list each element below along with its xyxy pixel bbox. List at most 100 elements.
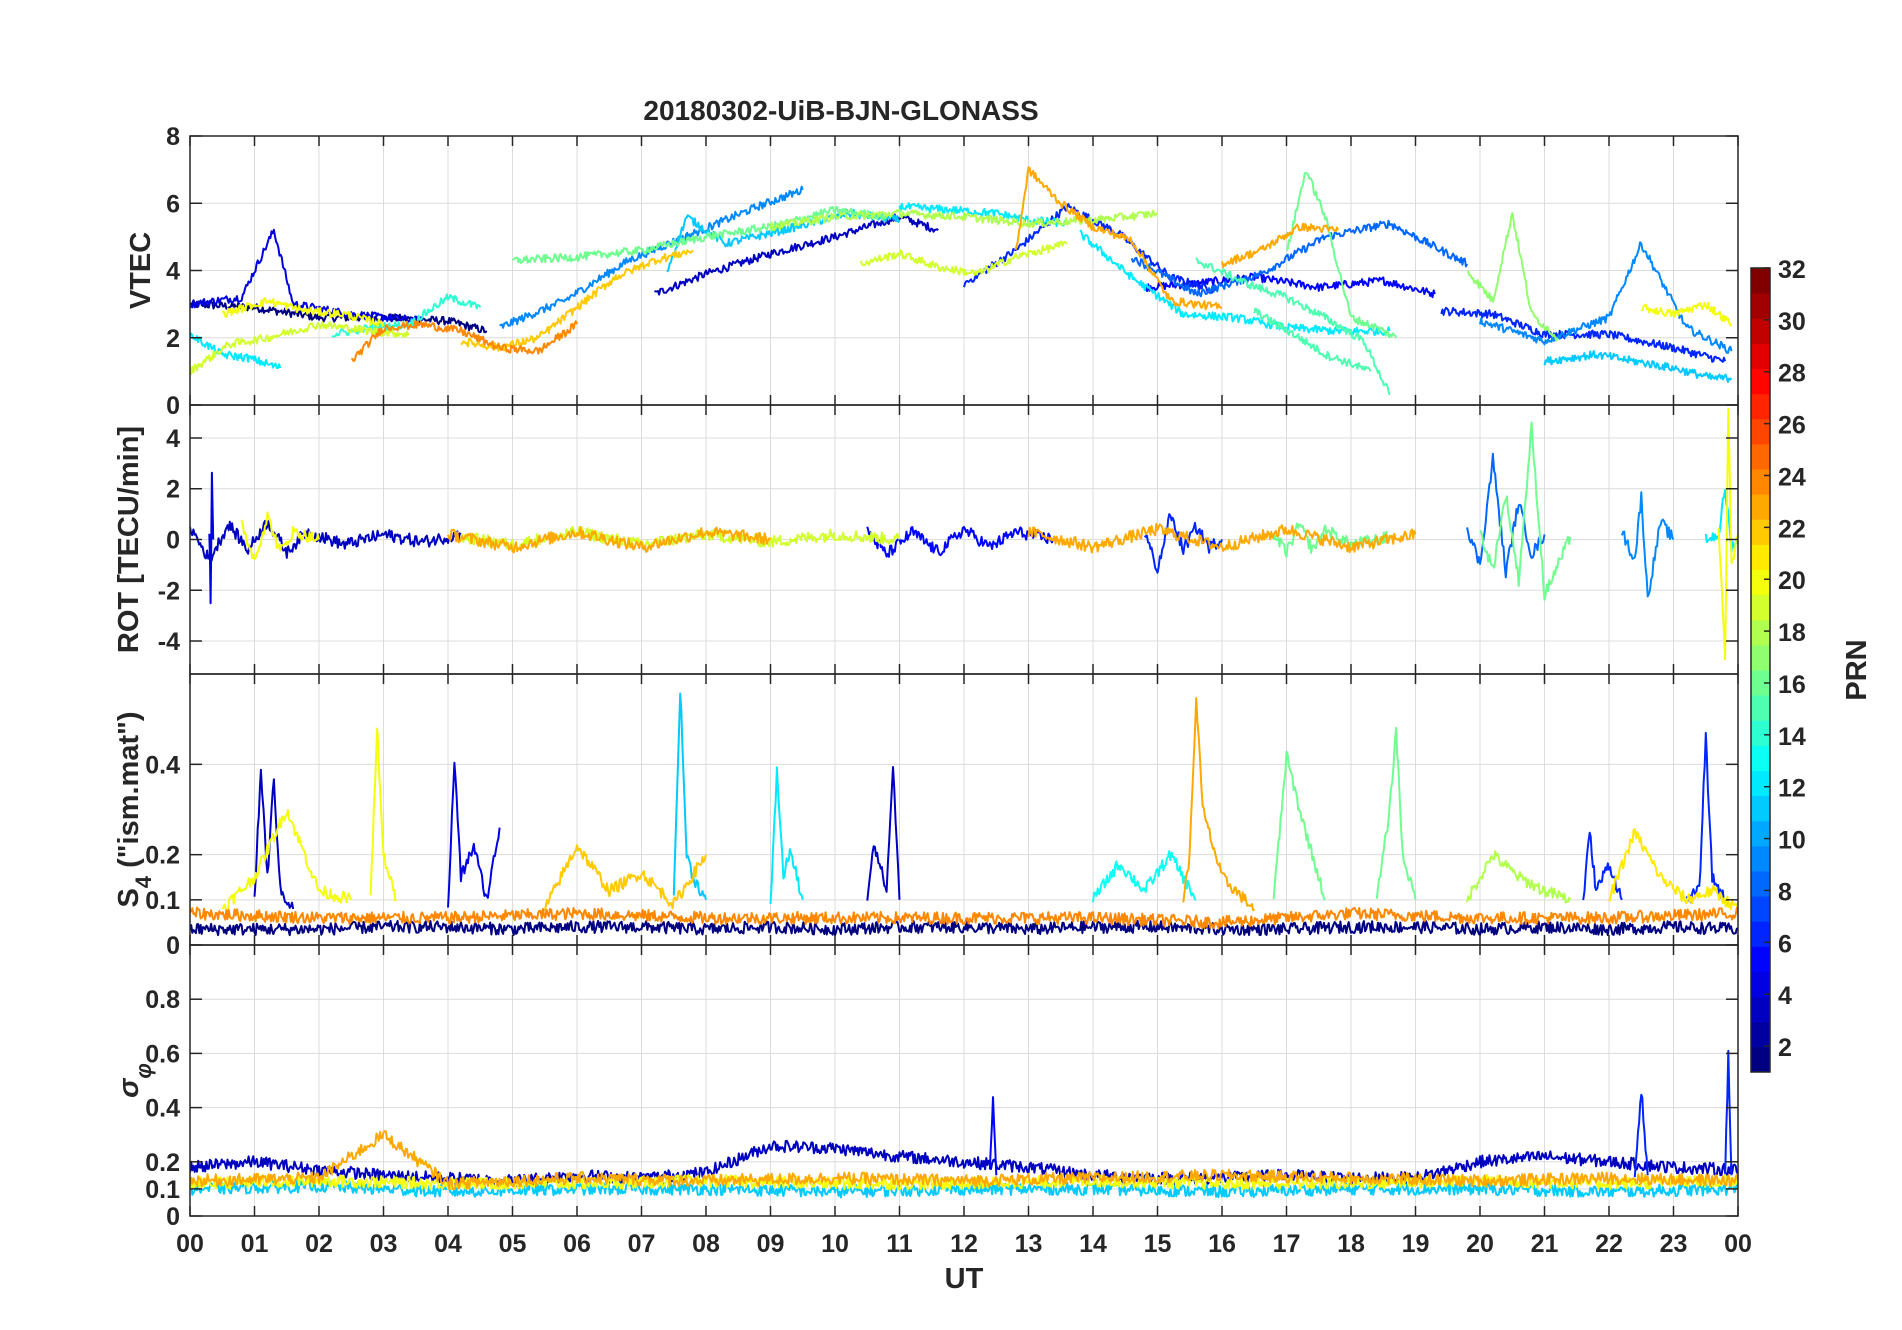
y-axis-label-subscript: 4 [131,875,156,888]
series-line-prn-12 [1079,229,1391,336]
x-tick-label: 10 [821,1230,849,1258]
colorbar-tick-label: 24 [1778,463,1806,491]
series-line-prn-15 [1253,307,1372,372]
colorbar-segment [1751,695,1770,721]
colorbar-segment [1751,494,1770,520]
series-group [190,1049,1738,1199]
series-line-prn-12 [769,766,804,905]
colorbar-segment [1751,971,1770,998]
colorbar-segment [1751,946,1770,972]
x-tick-label: 19 [1402,1230,1430,1258]
series-line-prn-16 [1479,421,1572,601]
series-line-prn-18 [769,208,1158,232]
series-line-prn-19 [190,321,410,376]
y-tick-label: 4 [166,425,180,453]
series-line-prn-6 [1633,1093,1649,1178]
x-tick-label: 21 [1531,1230,1559,1258]
series-line-prn-4 [208,471,215,605]
colorbar-segment [1751,293,1770,319]
y-axis-label-base: σ [113,1077,145,1098]
series-line-prn-23 [1027,522,1417,554]
series-line-prn-3 [190,1139,1738,1188]
series-line-prn-3 [253,768,295,910]
colorbar-segment [1751,1021,1770,1048]
colorbar-tick-label: 4 [1778,982,1792,1010]
y-tick-label: 6 [166,190,180,218]
colorbar-segment [1751,418,1770,445]
colorbar-segment [1751,1046,1770,1073]
colorbar-tick-label: 18 [1778,619,1806,647]
y-tick-label: -2 [158,577,180,605]
series-line-prn-3 [654,213,939,296]
y-tick-label: -4 [158,628,180,656]
series-line-prn-6 [1724,1049,1733,1180]
x-tick-label: 15 [1144,1230,1172,1258]
y-tick-label: 4 [166,258,180,286]
series-line-prn-24 [351,320,578,363]
x-tick-label: 16 [1208,1230,1236,1258]
series-line-prn-12 [898,202,1069,228]
colorbar-segment [1751,393,1770,420]
y-tick-label: 0 [166,1203,180,1231]
y-tick-label: 0.4 [145,1095,180,1123]
y-axis-label: S4 ("ism.mat") [113,711,156,907]
colorbar-segment [1751,921,1770,947]
series-line-prn-23 [447,525,772,554]
series-line-prn-20 [221,297,385,328]
colorbar-segment [1751,443,1770,470]
series-line-prn-23 [1221,222,1340,269]
series-line-prn-16 [1272,522,1391,558]
series-line-prn-9 [1620,491,1675,598]
y-axis-label-subscript: φ [131,1063,156,1078]
x-tick-label: 03 [370,1230,398,1258]
y-axis-label-tail: ("ism.mat") [113,711,145,875]
x-tick-label: 08 [692,1230,720,1258]
x-tick-label: 00 [1724,1230,1752,1258]
x-tick-label: 09 [757,1230,785,1258]
x-tick-label: 02 [305,1230,333,1258]
series-group [190,166,1733,396]
series-line-prn-18 [1466,850,1572,904]
series-line-prn-20 [1717,407,1738,661]
y-axis-label: VTEC [125,232,157,309]
series-line-prn-24 [190,906,1738,930]
colorbar-segment [1751,268,1770,294]
colorbar-segment [1751,670,1770,696]
series-line-prn-15 [1195,257,1391,396]
colorbar-segment [1751,544,1770,570]
series-line-prn-19 [859,240,1068,277]
colorbar-tick-label: 6 [1778,930,1792,958]
x-tick-label: 01 [241,1230,269,1258]
colorbar-tick-label: 32 [1778,256,1806,284]
y-tick-label: 0 [166,527,180,555]
series-line-prn-21 [1608,828,1738,911]
series-line-prn-6 [1440,306,1727,363]
colorbar-segment [1751,368,1770,395]
series-line-prn-13 [1092,850,1197,903]
colorbar-frame [1750,267,1771,1073]
colorbar-segment [1751,745,1770,771]
panel-4: 00.10.2 0.4 0.6 0.8 σφ [113,944,1739,1231]
series-group [190,692,1738,937]
x-tick-label: 12 [950,1230,978,1258]
series-line-prn-16 [1286,172,1398,339]
series-line-prn-3 [190,519,462,562]
y-tick-label: 0 [166,932,180,960]
x-tick-label: 20 [1466,1230,1494,1258]
series-line-prn-16 [1375,726,1417,900]
series-line-prn-11 [1543,350,1733,383]
colorbar-segment [1751,996,1770,1023]
x-axis-label: UT [945,1263,984,1295]
y-tick-label: 0.6 [145,1040,180,1068]
series-line-prn-4 [190,228,424,326]
series-line-prn-9 [1479,241,1733,354]
colorbar-segment [1751,845,1770,872]
series-line-prn-23 [190,1130,1738,1191]
y-axis-label: ROT [TECU/min] [113,426,145,653]
x-tick-label: 13 [1015,1230,1043,1258]
series-line-prn-16 [1272,750,1326,901]
series-line-prn-8 [1130,219,1469,298]
colorbar-label: PRN [1841,639,1873,700]
